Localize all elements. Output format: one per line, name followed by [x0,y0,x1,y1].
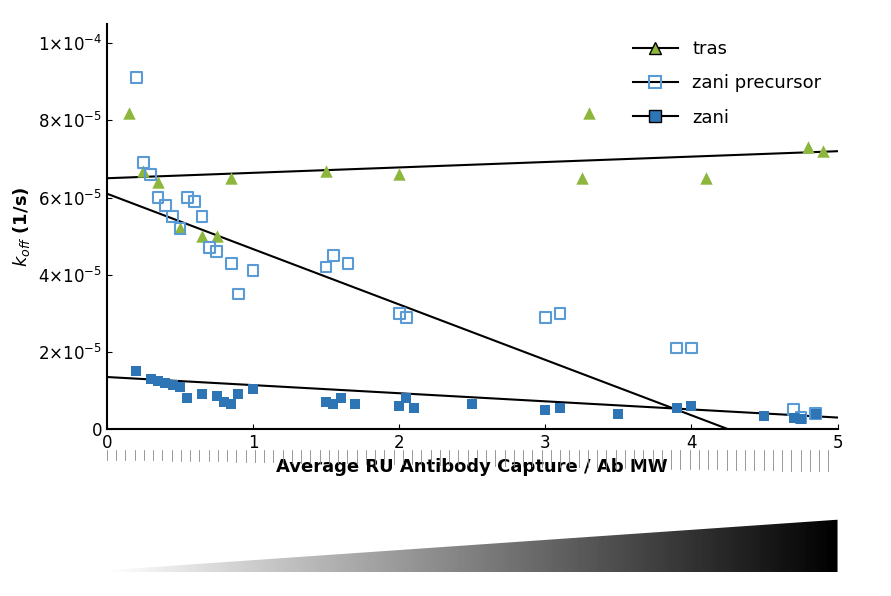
Point [129,73,143,83]
Point [406,403,421,412]
Point [151,193,165,202]
Point [143,374,158,384]
Point [399,393,413,403]
Point [232,390,246,399]
Point [757,411,772,420]
Point [136,158,151,167]
Point [166,380,180,390]
Point [319,262,333,272]
Point [319,398,333,407]
Point [151,376,165,386]
Point [670,403,684,412]
Point [217,398,231,407]
Point [538,405,552,415]
Point [246,384,260,393]
Point [326,251,340,260]
Point [195,231,209,241]
Point [787,413,801,423]
Point [552,309,567,318]
Point [151,178,165,187]
Point [187,197,201,206]
Point [209,247,224,256]
Point [159,200,173,210]
Point [232,289,246,299]
Point [552,403,567,412]
Point [159,378,173,387]
Point [684,401,699,411]
Point [392,170,406,179]
Point [246,266,260,275]
Point [202,243,217,253]
Point [684,343,699,353]
Point [173,224,187,233]
Point [180,193,194,202]
Point [575,173,589,183]
Point [195,390,209,399]
Point [180,393,194,403]
Point [195,212,209,222]
X-axis label: Average RU Antibody Capture / Ab MW: Average RU Antibody Capture / Ab MW [276,458,668,476]
Point [816,147,830,156]
Point [538,312,552,322]
Point [319,166,333,175]
Point [122,108,136,117]
Point [209,231,224,241]
Point [166,212,180,222]
Point [670,343,684,353]
Point [129,367,143,376]
Point [794,415,808,424]
Point [224,259,238,268]
Point [136,166,151,175]
Point [392,309,406,318]
Point [794,413,808,423]
Point [348,399,363,409]
Point [808,409,822,418]
Point [582,108,596,117]
Point [399,312,413,322]
Point [801,142,815,152]
Y-axis label: $k_{off}$ (1/s): $k_{off}$ (1/s) [12,186,32,267]
Point [143,170,158,179]
Point [173,382,187,392]
Point [333,393,347,403]
Point [392,401,406,411]
Point [611,409,625,418]
Point [326,399,340,409]
Point [224,399,238,409]
Point [209,392,224,401]
Point [699,173,713,183]
Point [465,399,479,409]
Legend: tras, zani precursor, zani: tras, zani precursor, zani [625,33,829,134]
Point [224,173,238,183]
Point [808,409,822,418]
Point [787,405,801,415]
Point [341,259,356,268]
Point [173,224,187,233]
